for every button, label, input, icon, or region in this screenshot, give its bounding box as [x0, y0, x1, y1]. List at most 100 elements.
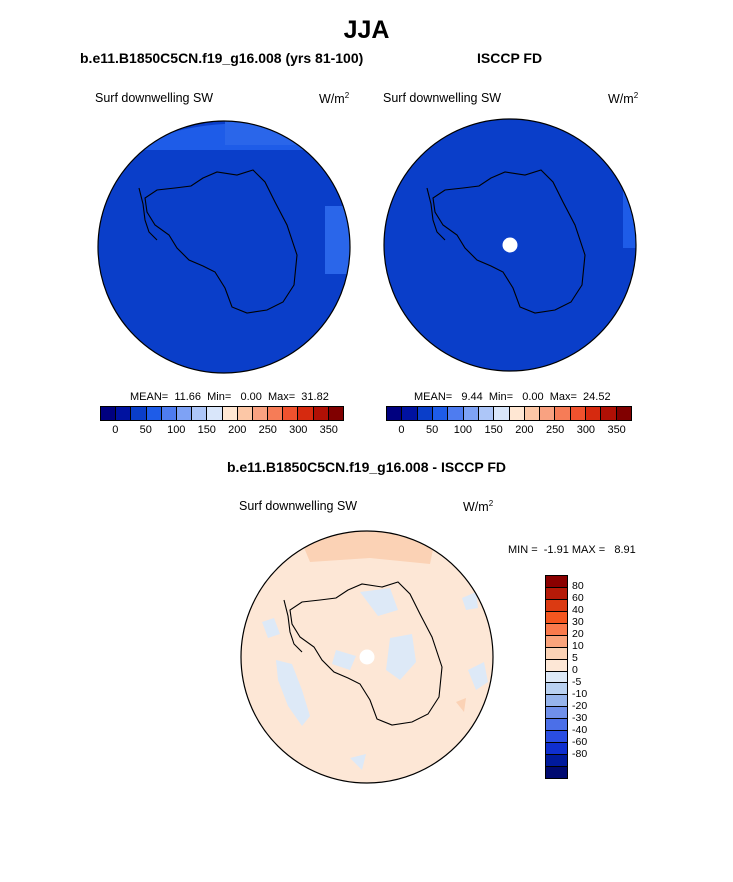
- obs-colorbar-swatch: [586, 407, 602, 420]
- diff-colorbar-tick-label: 60: [572, 592, 584, 604]
- diff-colorbar-swatch: [546, 683, 567, 696]
- diff-colorbar-swatch: [546, 576, 567, 588]
- obs-polar-map: [383, 118, 637, 372]
- obs-colorbar-swatch: [478, 407, 495, 420]
- model-panel-title: b.e11.B1850C5CN.f19_g16.008 (yrs 81-100): [80, 50, 364, 66]
- model-colorbar-swatch: [313, 407, 329, 420]
- diff-colorbar-ticks: 80 60 40 30 20 10 5 0 -5 -10 -20 -30 -40 -60 -80: [572, 575, 612, 779]
- diff-colorbar-swatch: [546, 659, 567, 672]
- diff-map-border: [240, 530, 494, 784]
- diff-field-nw-neg: [262, 618, 280, 638]
- model-colorbar-swatch: [101, 407, 117, 420]
- obs-colorbar-tick-label: 0: [398, 424, 405, 436]
- obs-colorbar-swatch: [448, 407, 464, 420]
- model-colorbar-swatch: [298, 407, 314, 420]
- diff-colorbar-swatch: [546, 599, 567, 612]
- obs-colorbar-ticks: 0 50 100 150 200 250 300 350: [386, 424, 632, 438]
- obs-colorbar-swatch: [463, 407, 479, 420]
- obs-colorbar-tick-label: 350: [607, 424, 626, 436]
- obs-colorbar-swatch: [417, 407, 433, 420]
- diff-colorbar-swatch: [546, 635, 567, 648]
- obs-colorbar-swatch: [402, 407, 418, 420]
- model-colorbar-ticks: 0 50 100 150 200 250 300 350: [100, 424, 344, 438]
- diff-colorbar-tick-label: 5: [572, 652, 578, 664]
- model-colorbar-swatch: [146, 407, 162, 420]
- model-map-border: [97, 120, 351, 374]
- obs-colorbar-tick-label: 150: [484, 424, 503, 436]
- model-colorbar-tick-label: 250: [258, 424, 277, 436]
- diff-missing-pole: [359, 649, 375, 665]
- model-colorbar-swatch: [252, 407, 269, 420]
- diff-field-east-neg-1: [462, 592, 478, 610]
- obs-colorbar-swatch: [616, 407, 631, 420]
- obs-colorbar-swatch: [540, 407, 556, 420]
- model-colorbar-tick-label: 200: [228, 424, 247, 436]
- diff-colorbar-swatch: [546, 731, 567, 744]
- model-colorbar-tick-label: 150: [197, 424, 216, 436]
- diff-field-east-neg-2: [468, 662, 488, 690]
- obs-stats: MEAN= 9.44 Min= 0.00 Max= 24.52: [414, 391, 611, 403]
- diff-panel-title: b.e11.B1850C5CN.f19_g16.008 - ISCCP FD: [226, 459, 507, 475]
- diff-field-interior-neg-2: [386, 634, 416, 680]
- obs-peninsula-outline: [426, 187, 446, 241]
- diff-colorbar-tick-label: 20: [572, 628, 584, 640]
- obs-colorbar-swatch: [570, 407, 587, 420]
- model-colorbar-swatch: [176, 407, 193, 420]
- diff-colorbar-tick-label: 40: [572, 604, 584, 616]
- diff-colorbar-swatch: [546, 743, 567, 756]
- obs-colorbar-tick-label: 200: [515, 424, 534, 436]
- model-colorbar-swatch: [268, 407, 284, 420]
- diff-peninsula-outline: [283, 599, 303, 653]
- obs-colorbar-swatch: [509, 407, 525, 420]
- model-field-fill: [98, 121, 350, 373]
- diff-colorbar-swatch: [546, 587, 567, 600]
- diff-polar-map: [240, 530, 494, 784]
- diff-field-interior-neg-1: [360, 588, 398, 616]
- diff-field-east-pos: [456, 698, 466, 712]
- diff-colorbar-tick-label: 30: [572, 616, 584, 628]
- model-colorbar-swatch: [116, 407, 132, 420]
- model-field-east-patch: [325, 206, 350, 274]
- model-colorbar-swatch: [237, 407, 253, 420]
- model-colorbar-tick-label: 0: [112, 424, 119, 436]
- diff-colorbar-swatch: [546, 695, 567, 708]
- diff-colorbar-tick-label: -80: [572, 748, 588, 760]
- diff-colorbar-swatch: [546, 719, 567, 732]
- diff-units-label: W/m2: [463, 499, 494, 515]
- obs-units-label: W/m2: [608, 91, 639, 107]
- diff-colorbar-tick-label: 80: [572, 580, 584, 592]
- obs-colorbar-tick-label: 50: [426, 424, 439, 436]
- diff-colorbar-swatch: [546, 755, 567, 767]
- obs-antarctica-outline: [432, 169, 586, 314]
- model-colorbar-tick-label: 100: [167, 424, 186, 436]
- diff-stats: MIN = -1.91 MAX = 8.91: [508, 544, 636, 556]
- model-peninsula-outline: [138, 187, 158, 241]
- obs-colorbar-swatch: [524, 407, 541, 420]
- diff-colorbar-tick-label: 10: [572, 640, 584, 652]
- model-colorbar: [100, 406, 344, 421]
- model-colorbar-tick-label: 300: [289, 424, 308, 436]
- diff-field-north-positive: [300, 531, 435, 564]
- model-colorbar-swatch: [161, 407, 177, 420]
- diff-colorbar-tick-label: -40: [572, 724, 588, 736]
- diff-colorbar-tick-label: -5: [572, 676, 582, 688]
- obs-colorbar-tick-label: 100: [453, 424, 473, 436]
- diff-antarctica-outline: [289, 581, 443, 726]
- diff-colorbar-tick-label: -60: [572, 736, 588, 748]
- diff-field-south-neg: [350, 754, 366, 770]
- obs-colorbar-swatch: [555, 407, 571, 420]
- diff-colorbar-swatch: [546, 707, 567, 720]
- model-variable-label: Surf downwelling SW: [95, 91, 214, 105]
- model-units-label: W/m2: [319, 91, 350, 107]
- diff-colorbar-swatch: [546, 767, 567, 778]
- diff-colorbar-swatch: [546, 623, 567, 636]
- obs-colorbar-tick-label: 250: [545, 424, 565, 436]
- obs-variable-label: Surf downwelling SW: [383, 91, 502, 105]
- diff-colorbar-tick-label: -20: [572, 700, 588, 712]
- diff-colorbar: [545, 575, 568, 779]
- model-colorbar-swatch: [207, 407, 223, 420]
- model-colorbar-swatch: [222, 407, 238, 420]
- model-colorbar-swatch: [192, 407, 208, 420]
- obs-panel-title: ISCCP FD: [477, 50, 543, 66]
- obs-colorbar-tick-label: 300: [576, 424, 596, 436]
